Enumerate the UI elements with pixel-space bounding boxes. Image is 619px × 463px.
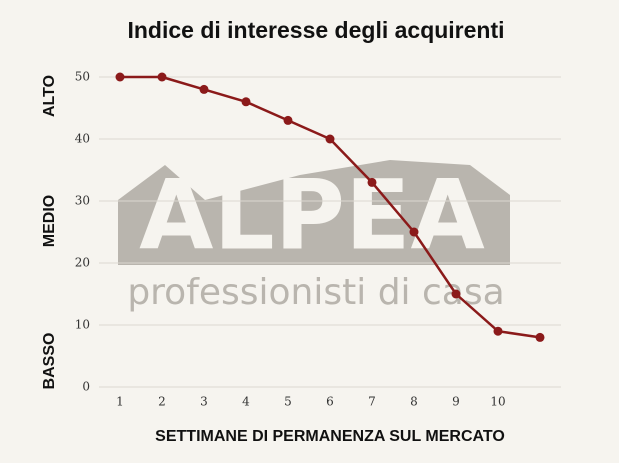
x-tick-label: 6 <box>326 395 334 409</box>
watermark-shape <box>118 165 205 265</box>
point <box>325 134 335 144</box>
point <box>367 177 377 187</box>
y-tick-label: 10 <box>75 318 90 332</box>
x-tick-label: 5 <box>284 395 292 409</box>
watermark-tagline: professionisti di casa <box>127 272 504 313</box>
point <box>451 289 461 299</box>
x-tick-label: 1 <box>116 395 124 409</box>
point <box>493 326 503 336</box>
point <box>199 84 209 94</box>
level-label: MEDIO <box>41 195 58 247</box>
x-axis-title: SETTIMANE DI PERMANENZA SUL MERCATO <box>155 428 505 445</box>
x-tick-label: 3 <box>200 395 208 409</box>
x-tick-label: 10 <box>490 395 505 409</box>
x-tick-label: 7 <box>368 395 376 409</box>
y-tick-label: 50 <box>75 70 90 84</box>
x-tick-label: 8 <box>410 395 418 409</box>
point <box>157 72 167 82</box>
x-tick-label: 9 <box>452 395 460 409</box>
point <box>535 332 545 342</box>
point <box>409 227 419 237</box>
watermark-shape <box>205 160 510 265</box>
y-tick-label: 20 <box>75 256 90 270</box>
x-tick-label: 2 <box>158 395 166 409</box>
level-label: ALTO <box>41 75 58 117</box>
y-tick-label: 30 <box>75 194 90 208</box>
x-tick-label: 4 <box>242 395 250 409</box>
point <box>241 97 251 107</box>
y-tick-label: 40 <box>75 132 90 146</box>
chart-title: Indice di interesse degli acquirenti <box>127 17 504 43</box>
watermark-logo: ALPEA <box>139 159 485 271</box>
level-label: BASSO <box>41 333 58 390</box>
point <box>115 72 125 82</box>
point <box>283 115 293 125</box>
y-tick-label: 0 <box>82 380 90 394</box>
